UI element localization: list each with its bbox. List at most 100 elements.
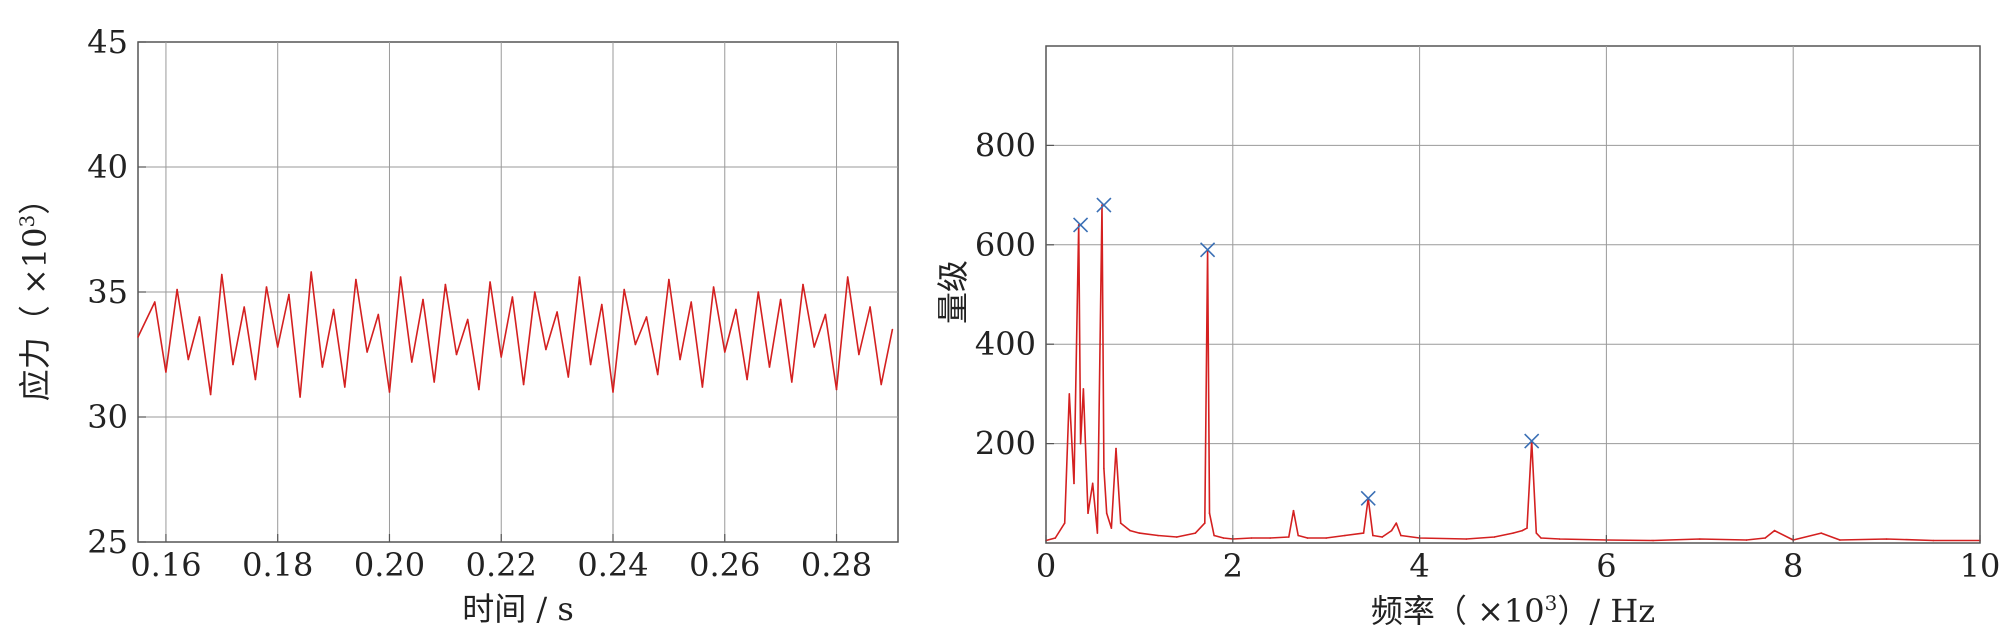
stress-time-y-tick-label: 35 [87, 273, 128, 311]
stress-time-data-point [221, 273, 223, 276]
spectrum-data-point [1325, 537, 1327, 539]
stress-time-data-point [399, 276, 402, 278]
stress-time-data-point [137, 336, 139, 338]
stress-time-data-point [198, 316, 201, 318]
spectrum-data-point [1512, 532, 1514, 534]
stress-time-y-tick-label: 45 [87, 23, 128, 61]
spectrum-x-ticks: 0 2 4 6 8 10 [1036, 535, 2000, 585]
stress-time-data-point [310, 271, 313, 273]
stress-time-data-point [791, 381, 793, 383]
spectrum-data-point [1079, 442, 1082, 445]
spectrum-y-ticks: 200 400 600 800 [975, 126, 1054, 463]
stress-time-x-tick-label: 0.16 [130, 546, 201, 584]
spectrum-x-tick-label: 6 [1596, 547, 1616, 585]
stress-time-x-tick-label: 0.18 [242, 546, 313, 584]
spectrum-x-tick-label: 4 [1409, 547, 1429, 585]
spectrum-data-point [1129, 529, 1131, 532]
spectrum-data-point [1381, 536, 1384, 538]
stress-time-x-tick-label: 0.24 [577, 546, 648, 584]
stress-time-x-tick-label: 0.26 [689, 546, 760, 584]
spectrum-x-tick-label: 10 [1960, 547, 2000, 585]
stress-time-data-point [578, 276, 581, 278]
stress-time-data-point [623, 288, 625, 291]
spectrum-data-point [1091, 482, 1094, 485]
spectrum-data-point [1288, 536, 1290, 538]
stress-time-data-point [165, 371, 167, 373]
stress-time-data-point [433, 381, 435, 383]
stress-time-data-point [556, 311, 558, 313]
spectrum-data-point [1222, 537, 1225, 539]
stress-time-data-point [153, 301, 156, 303]
stress-time-data-point [455, 353, 458, 356]
spectrum-data-point [1105, 512, 1108, 514]
spectrum-data-point [1306, 537, 1309, 539]
stress-time-data-point [835, 388, 838, 391]
spectrum-data-point [1372, 534, 1374, 537]
stress-time-y-tick-label: 30 [87, 398, 128, 436]
stress-time-data-point [891, 328, 894, 331]
stress-time-series [137, 271, 894, 398]
spectrum-data-point [1558, 538, 1561, 540]
stress-time-data-point [690, 301, 693, 303]
spectrum-data-point [1820, 532, 1823, 534]
stress-time-data-point [746, 378, 748, 381]
stress-time-data-point [612, 391, 614, 393]
spectrum-data-point [1203, 522, 1206, 524]
stress-time-data-point [489, 281, 491, 283]
spectrum-data-point [1540, 537, 1542, 539]
spectrum-peak-marker [1360, 490, 1376, 506]
stress-time-data-point [858, 353, 860, 356]
stress-time-data-point [422, 298, 424, 301]
spectrum-data-point [1521, 529, 1524, 532]
spectrum-data-point [1054, 537, 1057, 539]
spectrum-y-tick-label: 400 [975, 325, 1036, 363]
spectrum-data-point [1745, 539, 1748, 541]
spectrum-data-point [1119, 522, 1122, 524]
spectrum-data-point [1932, 539, 1935, 542]
stress-time-data-point [533, 291, 536, 293]
stress-time-x-ticks: 0.16 0.18 0.20 0.22 0.24 0.26 0.28 [130, 534, 872, 584]
spectrum-data-point [1073, 482, 1075, 485]
stress-time-data-point [288, 293, 290, 296]
spectrum-data-point [1269, 537, 1271, 539]
stress-time-data-point [668, 278, 670, 281]
spectrum-x-tick-label: 2 [1223, 547, 1243, 585]
stress-time-data-point [209, 393, 212, 396]
spectrum-data-point [1096, 532, 1099, 534]
stress-time-data-point [478, 388, 480, 391]
stress-time-y-axis-label: 应力（ ×103） [15, 183, 54, 401]
stress-time-data-point [813, 346, 815, 348]
stress-time-data-point [824, 313, 827, 316]
spectrum-peak-marker [1524, 433, 1540, 449]
spectrum-data-point [1652, 539, 1654, 542]
stress-time-chart: 0.16 0.18 0.20 0.22 0.24 0.26 0.28 2530354045 … [15, 23, 899, 628]
stress-time-data-point [411, 361, 413, 363]
spectrum-data-point [1194, 532, 1197, 534]
stress-time-data-point [276, 346, 279, 348]
stress-time-x-axis-label: 时间 / s [462, 590, 574, 628]
spectrum-data-point [1087, 512, 1089, 514]
spectrum-data-point [1839, 539, 1841, 541]
stress-time-data-point [232, 363, 234, 366]
stress-time-data-point [366, 351, 368, 353]
stress-time-data-point [355, 278, 357, 281]
stress-time-data-point [712, 286, 715, 288]
spectrum-data-point [1390, 529, 1393, 532]
spectrum-chart: 0 2 4 6 8 10 200 400 600 800 频率（ ×103）/ Hz 量级 [934, 45, 2000, 630]
stress-time-data-point [846, 276, 849, 278]
spectrum-data-point [1213, 534, 1215, 537]
stress-time-data-point [601, 303, 603, 306]
spectrum-y-axis-label: 量级 [934, 260, 972, 324]
spectrum-data-point [1115, 447, 1117, 450]
stress-time-data-point [880, 383, 883, 386]
spectrum-data-point [1764, 537, 1766, 539]
stress-time-data-point [656, 373, 659, 376]
stress-time-x-tick-label: 0.22 [466, 546, 537, 584]
spectrum-data-point [1138, 532, 1141, 534]
stress-time-data-point [243, 306, 245, 308]
stress-time-data-point [444, 283, 447, 286]
stress-time-y-ticks: 25 30 35 40 45 [87, 23, 146, 561]
spectrum-data-point [1699, 538, 1701, 540]
stress-time-data-point [511, 296, 514, 298]
